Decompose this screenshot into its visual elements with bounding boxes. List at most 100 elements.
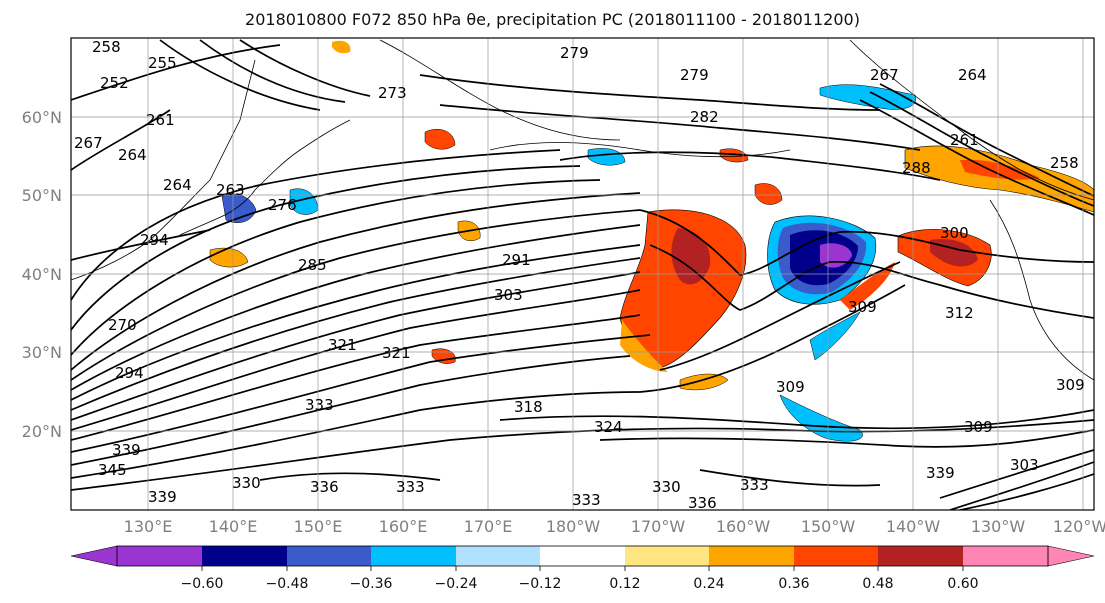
colorbar-min-extend (70, 545, 118, 567)
colorbar-tick-label: 0.24 (693, 576, 724, 592)
contour-label: 309 (848, 298, 877, 316)
shading-warm-small-8 (332, 40, 351, 54)
contour-label: 339 (148, 488, 177, 506)
colorbar-bin (117, 546, 202, 566)
contour-label: 303 (1010, 456, 1039, 474)
lon-labels: 130°E 140°E 150°E 160°E 170°E 180°W 170°… (124, 517, 1105, 536)
plot-title: 2018010800 F072 850 hPa θe, precipitatio… (245, 10, 860, 29)
colorbar-max-extend (1047, 545, 1095, 567)
lat-labels: 60°N 50°N 40°N 30°N 20°N (22, 108, 62, 441)
colorbar-bin (540, 546, 625, 566)
contour-label: 339 (112, 441, 141, 459)
colorbar-bin (287, 546, 371, 566)
contour-label: 282 (690, 108, 719, 126)
lat-label: 30°N (22, 343, 62, 362)
shading-warm-small-4 (719, 148, 749, 163)
contour-label: 321 (382, 344, 411, 362)
contour-label: 276 (268, 196, 297, 214)
shading-cold-band (809, 311, 861, 361)
contour-label: 336 (688, 494, 717, 512)
coastlines (71, 39, 1094, 381)
contour-label: 267 (870, 66, 899, 84)
shading-cold-mid (587, 148, 626, 166)
contour-label: 279 (560, 44, 589, 62)
colorbar-tick-label: −0.12 (519, 576, 562, 592)
colorbar-tick-label: −0.24 (435, 576, 478, 592)
contour-label: 309 (1056, 376, 1085, 394)
colorbar-bin (963, 546, 1048, 566)
lat-label: 20°N (22, 422, 62, 441)
shading-cold-south (779, 394, 863, 442)
colorbar-bin (371, 546, 456, 566)
contour-label: 258 (1050, 154, 1079, 172)
colorbar-tick-label: 0.48 (862, 576, 893, 592)
contour-label: 258 (92, 38, 121, 56)
lat-label: 50°N (22, 186, 62, 205)
colorbar-tick-label: 0.36 (778, 576, 809, 592)
contour-label: 324 (594, 418, 623, 436)
contour-label: 270 (108, 316, 137, 334)
lon-label: 140°W (886, 517, 941, 536)
colorbar-bin (878, 546, 963, 566)
contour-labels: 258 255 252 261 267 264 264 263 276 273 … (74, 38, 1085, 512)
theta-e-contours (71, 39, 1094, 510)
contour-label: 300 (940, 224, 969, 242)
lon-label: 150°E (294, 517, 343, 536)
colorbar-bin (202, 546, 287, 566)
lon-label: 160°W (716, 517, 771, 536)
lon-label: 170°W (631, 517, 686, 536)
shading-warm-small-6 (679, 373, 729, 391)
contour-label: 294 (140, 231, 169, 249)
colorbar-tick-label: −0.48 (266, 576, 309, 592)
contour-label: 303 (494, 286, 523, 304)
contour-label: 312 (945, 304, 974, 322)
colorbar-frame (116, 545, 1049, 567)
contour-label: 333 (572, 491, 601, 509)
shading-warm-central-edge (620, 320, 668, 372)
shading-warm-small-3 (754, 183, 783, 205)
colorbar-bin (456, 546, 540, 566)
colorbar-tick-label: −0.36 (350, 576, 393, 592)
contour-label: 263 (216, 181, 245, 199)
contour-label: 336 (310, 478, 339, 496)
contour-label: 264 (958, 66, 987, 84)
map-border (70, 37, 1095, 511)
contour-label: 309 (964, 418, 993, 436)
colorbar-tick-label: 0.60 (947, 576, 978, 592)
contour-label: 333 (740, 476, 769, 494)
contour-label: 267 (74, 134, 103, 152)
contour-label: 333 (396, 478, 425, 496)
contour-label: 309 (776, 378, 805, 396)
contour-label: 318 (514, 398, 543, 416)
contour-label: 285 (298, 256, 327, 274)
contour-label: 333 (305, 396, 334, 414)
contour-label: 291 (502, 251, 531, 269)
lon-label: 130°E (124, 517, 173, 536)
contour-label: 279 (680, 66, 709, 84)
colorbar: −0.60 −0.48 −0.36 −0.24 −0.12 0.12 0.24 … (70, 545, 1095, 592)
contour-label: 264 (118, 146, 147, 164)
colorbar-bin (625, 546, 709, 566)
contour-label: 273 (378, 84, 407, 102)
gridlines (71, 38, 1094, 510)
contour-label: 330 (652, 478, 681, 496)
contour-label: 294 (115, 364, 144, 382)
contour-label: 330 (232, 474, 261, 492)
lon-label: 170°E (464, 517, 513, 536)
lon-label: 140°E (209, 517, 258, 536)
contour-label: 255 (148, 54, 177, 72)
contour-label: 261 (146, 111, 175, 129)
contour-label: 345 (98, 461, 127, 479)
lon-label: 130°W (971, 517, 1026, 536)
lon-label: 180°W (546, 517, 601, 536)
lon-label: 120°W (1053, 517, 1105, 536)
contour-label: 339 (926, 464, 955, 482)
lon-label: 160°E (379, 517, 428, 536)
shading-warm-central-core (671, 228, 711, 285)
contour-label: 264 (163, 176, 192, 194)
lon-label: 150°W (801, 517, 856, 536)
colorbar-bin (709, 546, 794, 566)
colorbar-bin (794, 546, 878, 566)
lat-label: 40°N (22, 265, 62, 284)
